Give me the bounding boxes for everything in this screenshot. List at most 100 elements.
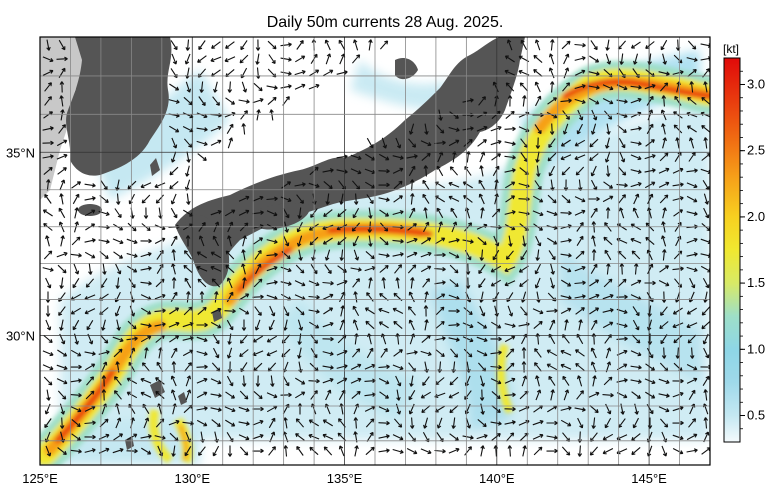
current-arrow: [476, 125, 488, 132]
current-arrow: [602, 293, 614, 300]
current-arrow: [126, 238, 138, 245]
current-arrow: [255, 39, 261, 51]
current-arrow: [353, 249, 360, 261]
current-arrow: [533, 320, 543, 330]
current-arrow: [114, 376, 122, 386]
current-arrow: [227, 445, 233, 457]
current-arrow: [127, 320, 137, 330]
current-arrow: [477, 418, 487, 428]
current-arrow: [619, 53, 624, 65]
current-arrow: [199, 291, 205, 303]
current-arrow: [603, 236, 613, 246]
current-arrow: [490, 279, 501, 287]
current-arrow: [449, 404, 459, 414]
current-arrow: [519, 279, 529, 287]
current-arrow: [686, 266, 698, 273]
current-arrow: [392, 364, 404, 371]
latitude-tick-label: 35°N: [6, 145, 35, 160]
current-arrow: [227, 81, 233, 93]
current-arrow: [72, 193, 80, 205]
current-arrow: [379, 40, 389, 50]
current-arrow: [210, 139, 222, 146]
current-arrow: [462, 126, 474, 131]
current-arrow: [479, 249, 485, 261]
current-arrow: [591, 249, 597, 261]
current-arrow: [392, 434, 404, 441]
current-arrow: [546, 435, 558, 440]
current-arrow: [522, 235, 527, 247]
current-arrow: [322, 419, 333, 427]
current-arrow: [379, 209, 390, 217]
current-arrow: [226, 375, 234, 387]
current-arrow: [602, 195, 614, 203]
colorbar-tick-label: 0.5: [747, 408, 765, 423]
current-arrow: [154, 293, 166, 300]
current-arrow: [533, 195, 544, 203]
current-arrow: [408, 319, 415, 331]
current-arrow: [379, 391, 390, 399]
current-arrow: [70, 307, 81, 315]
current-arrow: [186, 193, 191, 205]
current-arrow: [701, 96, 710, 105]
current-arrow: [507, 95, 513, 107]
current-arrow: [71, 236, 81, 246]
current-arrow: [322, 351, 334, 356]
current-arrow: [449, 166, 459, 176]
current-arrow: [409, 179, 415, 191]
current-arrow: [686, 322, 698, 329]
current-arrow: [393, 195, 403, 203]
current-arrow: [56, 56, 68, 62]
current-arrow: [56, 378, 68, 385]
current-arrow: [547, 97, 558, 105]
current-arrow: [239, 54, 249, 64]
current-arrow: [126, 377, 138, 385]
current-arrow: [546, 308, 558, 314]
current-arrow: [687, 69, 697, 77]
current-arrow: [605, 53, 612, 65]
current-arrow: [241, 81, 248, 93]
current-arrow: [630, 181, 642, 188]
current-arrow: [448, 139, 460, 147]
current-arrow: [140, 391, 152, 398]
current-arrow: [479, 165, 484, 177]
current-arrow: [364, 307, 375, 315]
current-arrow: [673, 334, 683, 344]
current-arrow: [631, 446, 641, 456]
current-arrow: [672, 322, 684, 329]
current-arrow: [590, 165, 597, 177]
current-arrow: [504, 392, 516, 398]
current-arrow: [434, 140, 446, 146]
current-arrow: [197, 278, 207, 288]
current-arrow: [253, 278, 263, 288]
current-arrow: [395, 277, 400, 289]
current-arrow: [686, 211, 698, 216]
current-arrow: [340, 305, 345, 317]
current-arrow: [561, 40, 571, 50]
current-arrow: [660, 306, 668, 316]
current-arrow: [480, 445, 485, 457]
current-arrow: [406, 251, 418, 258]
current-arrow: [574, 42, 586, 48]
current-arrow: [212, 96, 220, 106]
current-arrow: [323, 446, 333, 456]
current-arrow: [60, 109, 65, 121]
current-arrow: [701, 124, 710, 133]
current-arrow: [702, 277, 710, 289]
current-arrow: [378, 434, 390, 439]
current-arrow: [46, 179, 51, 191]
current-arrow: [504, 335, 516, 343]
current-arrow: [630, 141, 642, 146]
current-arrow: [672, 434, 684, 441]
current-arrow: [280, 281, 292, 286]
current-arrow: [562, 123, 569, 135]
current-arrow: [392, 155, 404, 160]
current-arrow: [490, 139, 502, 146]
current-arrow: [322, 237, 333, 245]
current-arrow: [659, 321, 669, 330]
current-arrow: [58, 39, 66, 51]
current-arrow: [574, 84, 586, 90]
current-arrow: [280, 392, 292, 398]
current-arrow: [578, 319, 583, 331]
current-arrow: [632, 417, 639, 429]
current-arrow: [408, 123, 415, 135]
